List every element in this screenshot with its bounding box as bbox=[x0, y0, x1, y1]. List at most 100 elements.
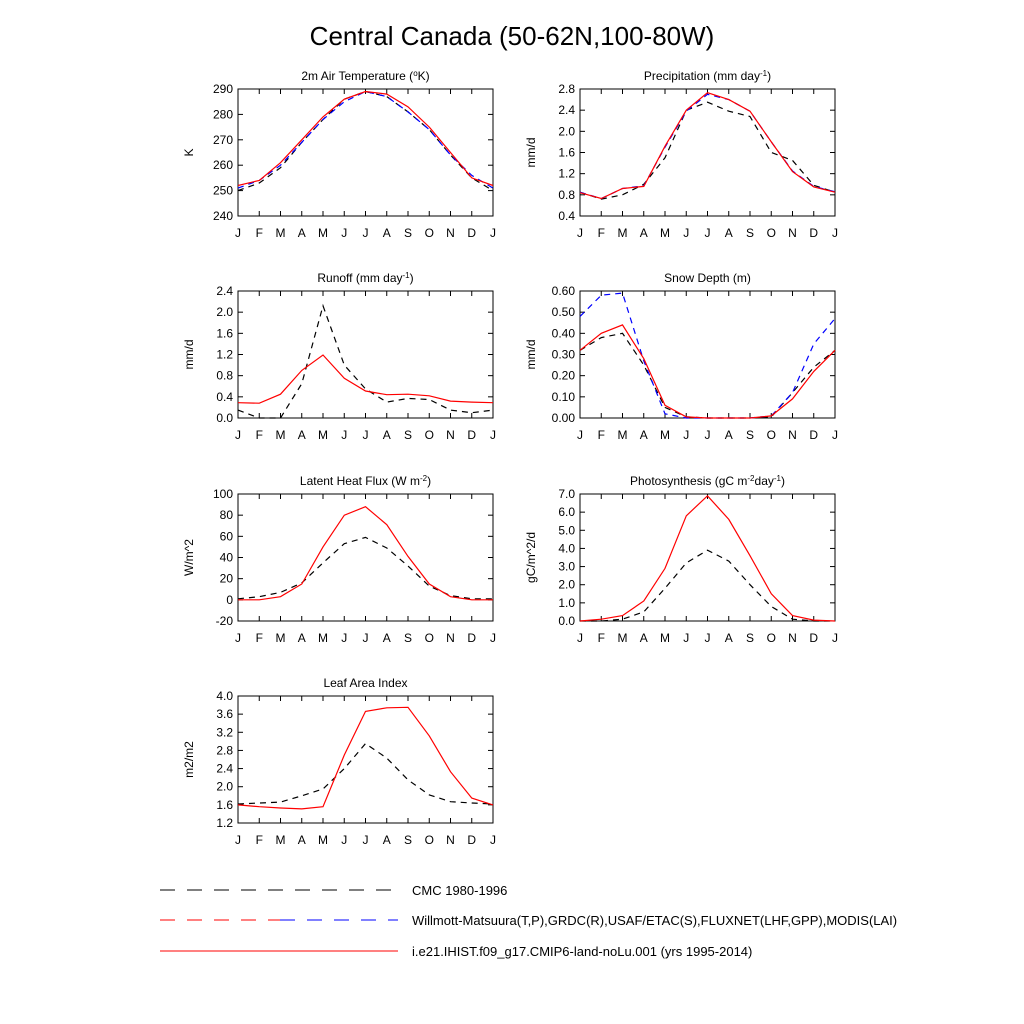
x-tick-label: A bbox=[725, 226, 733, 240]
x-tick-label: J bbox=[832, 631, 838, 645]
x-tick-label: M bbox=[276, 428, 286, 442]
x-tick-label: N bbox=[446, 631, 455, 645]
y-tick-label: 1.6 bbox=[216, 798, 233, 812]
y-axis-label: m2/m2 bbox=[182, 741, 196, 778]
x-tick-label: A bbox=[640, 631, 648, 645]
series-line-cmc bbox=[579, 101, 836, 200]
plot-frame bbox=[237, 695, 494, 824]
y-tick-label: 1.2 bbox=[558, 167, 575, 181]
panel-title: 2m Air Temperature (oK) bbox=[301, 69, 429, 84]
x-tick-label: J bbox=[683, 631, 689, 645]
x-tick-label: D bbox=[809, 226, 818, 240]
x-tick-label: S bbox=[404, 631, 412, 645]
panel-title: Leaf Area Index bbox=[323, 676, 407, 690]
y-tick-label: 0 bbox=[226, 593, 233, 607]
x-tick-label: M bbox=[276, 226, 286, 240]
x-tick-label: D bbox=[467, 833, 476, 847]
x-tick-label: J bbox=[235, 428, 241, 442]
x-tick-label: J bbox=[577, 226, 583, 240]
y-tick-label: 1.2 bbox=[216, 816, 233, 830]
y-tick-label: 270 bbox=[213, 133, 233, 147]
y-tick-label: 3.2 bbox=[216, 725, 233, 739]
x-tick-label: N bbox=[446, 428, 455, 442]
y-axis-label: K bbox=[182, 148, 196, 156]
y-tick-label: 2.8 bbox=[558, 82, 575, 96]
y-tick-label: 0.40 bbox=[552, 326, 576, 340]
x-tick-label: A bbox=[298, 833, 306, 847]
y-tick-label: 7.0 bbox=[558, 487, 575, 501]
x-tick-label: J bbox=[363, 833, 369, 847]
x-tick-label: F bbox=[256, 226, 263, 240]
plot-frame bbox=[579, 493, 836, 622]
y-axis-label: mm/d bbox=[524, 340, 538, 370]
y-tick-label: 0.60 bbox=[552, 284, 576, 298]
x-tick-label: J bbox=[363, 631, 369, 645]
x-tick-label: A bbox=[383, 833, 391, 847]
y-tick-label: 0.00 bbox=[552, 411, 576, 425]
y-tick-label: 0.4 bbox=[558, 209, 575, 223]
x-tick-label: A bbox=[298, 428, 306, 442]
x-tick-label: J bbox=[235, 226, 241, 240]
series-line-cmc bbox=[579, 332, 836, 419]
chart-panel: Latent Heat Flux (W m-2) -20 0 20 40 60 80 100 J… bbox=[182, 474, 496, 646]
x-tick-label: J bbox=[490, 226, 496, 240]
legend-label: Willmott-Matsuura(T,P),GRDC(R),USAF/ETAC… bbox=[412, 913, 897, 928]
x-tick-label: S bbox=[746, 631, 754, 645]
y-tick-label: 2.4 bbox=[216, 284, 233, 298]
y-tick-label: 100 bbox=[213, 487, 233, 501]
y-axis-label: gC/m^2/d bbox=[524, 532, 538, 583]
x-tick-label: M bbox=[618, 428, 628, 442]
x-tick-label: O bbox=[425, 833, 434, 847]
x-tick-label: F bbox=[598, 226, 605, 240]
plot-frame bbox=[237, 88, 494, 217]
x-tick-label: J bbox=[341, 631, 347, 645]
y-tick-label: 2.0 bbox=[216, 780, 233, 794]
y-tick-label: 250 bbox=[213, 184, 233, 198]
panel-title: Precipitation (mm day-1) bbox=[644, 69, 771, 84]
y-tick-label: 2.4 bbox=[558, 103, 575, 117]
plot-frame bbox=[237, 493, 494, 622]
x-tick-label: J bbox=[341, 428, 347, 442]
y-tick-label: 0.10 bbox=[552, 390, 576, 404]
y-tick-label: 20 bbox=[220, 572, 234, 586]
x-tick-label: A bbox=[298, 631, 306, 645]
y-tick-label: 0.4 bbox=[216, 390, 233, 404]
x-tick-label: M bbox=[318, 631, 328, 645]
x-tick-label: M bbox=[318, 833, 328, 847]
series-line-model bbox=[238, 506, 493, 601]
x-tick-label: N bbox=[788, 226, 797, 240]
series-line-model bbox=[237, 706, 494, 810]
x-tick-label: D bbox=[467, 226, 476, 240]
y-tick-label: 80 bbox=[220, 508, 234, 522]
y-tick-label: 40 bbox=[220, 551, 234, 565]
y-tick-label: 240 bbox=[213, 209, 233, 223]
x-tick-label: N bbox=[788, 428, 797, 442]
panel-title: Snow Depth (m) bbox=[664, 271, 751, 285]
chart-panel: 2m Air Temperature (oK) 240 250 260 270 280 29… bbox=[182, 69, 496, 241]
x-tick-label: F bbox=[256, 833, 263, 847]
x-tick-label: A bbox=[383, 226, 391, 240]
x-tick-label: J bbox=[705, 631, 711, 645]
panel-title: Runoff (mm day-1) bbox=[317, 271, 413, 286]
x-tick-label: A bbox=[640, 226, 648, 240]
y-tick-label: 1.6 bbox=[558, 146, 575, 160]
x-tick-label: A bbox=[298, 226, 306, 240]
x-tick-label: D bbox=[809, 631, 818, 645]
x-tick-label: D bbox=[467, 428, 476, 442]
x-tick-label: S bbox=[746, 226, 754, 240]
x-tick-label: O bbox=[425, 428, 434, 442]
series-line-model bbox=[579, 494, 836, 622]
x-tick-label: J bbox=[683, 428, 689, 442]
x-tick-label: J bbox=[490, 631, 496, 645]
x-tick-label: O bbox=[425, 226, 434, 240]
x-tick-label: M bbox=[318, 428, 328, 442]
x-tick-label: D bbox=[467, 631, 476, 645]
plot-frame bbox=[237, 290, 494, 419]
x-tick-label: S bbox=[404, 226, 412, 240]
x-tick-label: O bbox=[425, 631, 434, 645]
y-tick-label: 4.0 bbox=[558, 541, 575, 555]
panels: 2m Air Temperature (oK) 240 250 260 270 280 29… bbox=[182, 69, 838, 848]
y-tick-label: 2.0 bbox=[216, 305, 233, 319]
x-tick-label: J bbox=[363, 428, 369, 442]
